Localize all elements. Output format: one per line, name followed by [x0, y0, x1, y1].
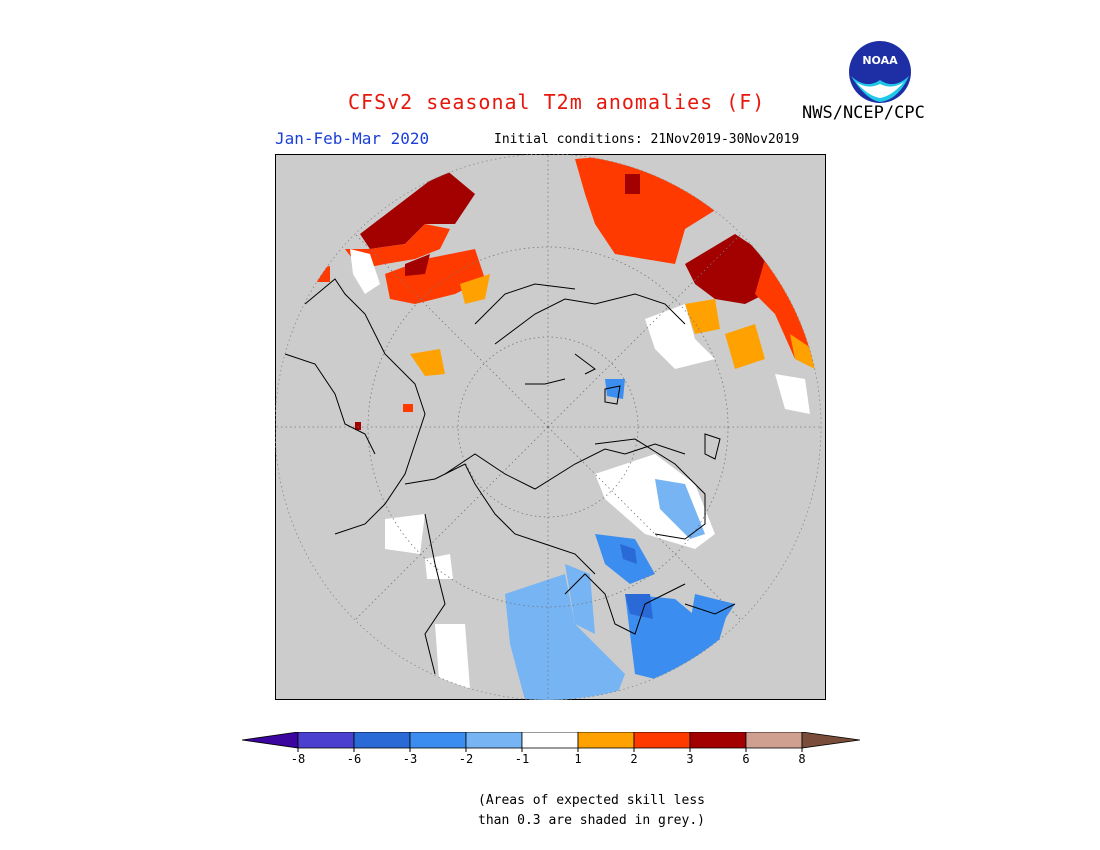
legend-tick-label: -1: [515, 752, 529, 766]
agency-label: NWS/NCEP/CPC: [802, 103, 925, 123]
legend-box: [465, 732, 523, 749]
legend-box: [297, 732, 355, 749]
legend-box: [521, 732, 579, 749]
legend-tick-label: 2: [630, 752, 637, 766]
legend-box: [353, 732, 411, 749]
skill-note: (Areas of expected skill less than 0.3 a…: [478, 791, 705, 831]
legend-box: [689, 732, 747, 749]
legend-tick-labels: -8 -6 -3 -2 -1 1 2 3 6 8: [291, 748, 806, 766]
legend-arrow-low: [241, 732, 299, 749]
legend-box: [577, 732, 635, 749]
noaa-logo: NOAA: [849, 41, 911, 103]
legend-tick-label: -2: [459, 752, 473, 766]
legend-box: [745, 732, 803, 749]
legend-tick-label: -6: [347, 752, 361, 766]
color-legend: -8 -6 -3 -2 -1 1 2 3 6 8: [241, 732, 860, 766]
legend-box: [633, 732, 691, 749]
legend-box: [409, 732, 467, 749]
graticule: [275, 154, 821, 700]
skill-note-line-1: (Areas of expected skill less: [478, 793, 705, 808]
initial-conditions: Initial conditions: 21Nov2019-30Nov2019: [494, 132, 800, 147]
legend-tick-label: 8: [798, 752, 805, 766]
legend-tick-label: 1: [574, 752, 581, 766]
forecast-period: Jan-Feb-Mar 2020: [275, 129, 430, 148]
coastlines: [284, 278, 736, 675]
skill-note-line-2: than 0.3 are shaded in grey.): [478, 813, 705, 828]
outer-latitude-circle: [275, 154, 822, 700]
legend-tick-label: -3: [403, 752, 417, 766]
map-title: CFSv2 seasonal T2m anomalies (F): [348, 90, 766, 114]
polar-map: [275, 154, 826, 700]
legend-arrow-high: [801, 732, 860, 749]
legend-tick-label: -8: [291, 752, 305, 766]
legend-color-boxes: [241, 732, 860, 749]
legend-tick-label: 6: [742, 752, 749, 766]
legend-tick-label: 3: [686, 752, 693, 766]
noaa-logo-text: NOAA: [862, 54, 898, 67]
